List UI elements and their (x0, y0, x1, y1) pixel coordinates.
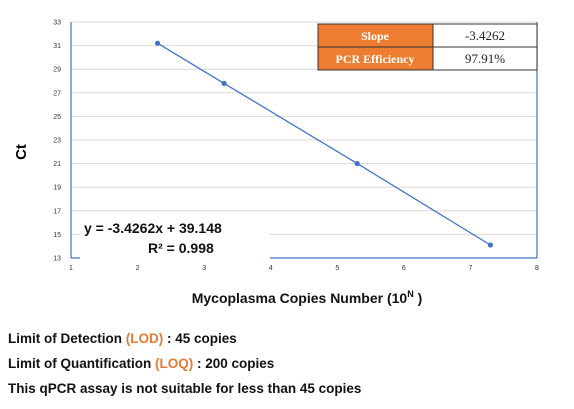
y-tick-label: 27 (53, 90, 61, 97)
efficiency-key: PCR Efficiency (336, 52, 415, 66)
x-tick-label: 1 (69, 265, 73, 272)
trendline-equation: y = -3.4262x + 39.148 (84, 220, 222, 236)
x-tick-label: 8 (535, 265, 539, 272)
y-tick-label: 31 (53, 43, 61, 50)
efficiency-value-cell (432, 46, 538, 71)
note-lod: Limit of Detection (LOD) : 45 copies (8, 331, 237, 346)
x-tick-labels: 1 2 3 4 5 6 7 8 (69, 265, 539, 272)
gridlines (71, 21, 537, 235)
y-tick-label: 15 (53, 232, 61, 239)
data-point (154, 40, 161, 46)
y-tick-label: 17 (53, 208, 61, 215)
y-tick-label: 13 (53, 256, 61, 263)
series-line (157, 42, 491, 246)
results-table: Slope -3.4262 PCR Efficiency 97.91% (317, 23, 538, 71)
x-tick-label: 5 (335, 265, 339, 272)
y-tick-label: 19 (53, 185, 61, 192)
x-tick-label: 2 (136, 265, 140, 272)
r-squared-label: R² = 0.998 (148, 240, 214, 256)
y-tick-label: 23 (53, 138, 61, 145)
x-axis-label: Mycoplasma Copies Number (10N ) (192, 289, 423, 306)
note-suitability: This qPCR assay is not suitable for less… (8, 381, 362, 396)
data-series (154, 40, 493, 248)
y-tick-labels: 13 15 17 19 21 23 25 27 29 31 33 (53, 20, 61, 263)
x-tick-label: 4 (269, 265, 273, 272)
notes-list: Limit of Detection (LOD) : 45 copies Lim… (8, 326, 361, 401)
slope-key: Slope (361, 29, 390, 43)
data-point (487, 242, 493, 248)
equation-box (80, 213, 270, 261)
data-point (354, 161, 360, 167)
x-tick-label: 6 (402, 265, 406, 272)
y-tick-label: 33 (53, 20, 61, 27)
y-axis-label: Ct (13, 144, 30, 160)
x-tick-label: 3 (202, 265, 206, 272)
y-tick-label: 29 (53, 67, 61, 74)
efficiency-value: 97.91% (465, 51, 505, 66)
y-tick-label: 25 (53, 114, 61, 121)
x-tick-label: 7 (468, 265, 472, 272)
y-tick-label: 21 (53, 161, 61, 168)
note-loq: Limit of Quantification (LOQ) : 200 copi… (8, 356, 275, 371)
data-point (221, 80, 227, 86)
slope-value: -3.4262 (465, 28, 505, 43)
